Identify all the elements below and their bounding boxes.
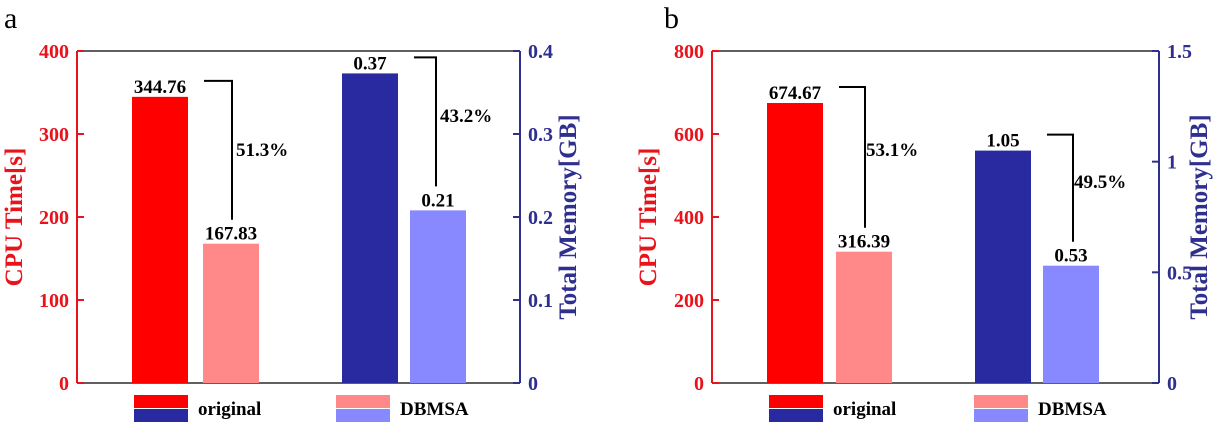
bar bbox=[342, 73, 398, 383]
bar-value-label: 1.05 bbox=[986, 131, 1019, 152]
reduction-percentage: 43.2% bbox=[440, 106, 492, 127]
right-axis-title: Total Memory[GB] bbox=[1186, 114, 1213, 319]
left-axis-tick-label: 600 bbox=[674, 124, 704, 146]
bar bbox=[1043, 265, 1099, 383]
left-axis-tick-label: 800 bbox=[674, 41, 704, 63]
right-axis-tick-label: 0 bbox=[528, 373, 538, 395]
reduction-bracket bbox=[839, 86, 866, 228]
panel-label: a bbox=[4, 2, 17, 35]
bar bbox=[203, 243, 259, 383]
panel-label: b bbox=[664, 2, 679, 35]
legend-swatch-memory-dbmsa bbox=[336, 409, 390, 422]
legend-swatch-cpu-dbmsa bbox=[336, 395, 390, 408]
bar bbox=[836, 251, 892, 383]
right-axis-tick-label: 1.5 bbox=[1167, 41, 1192, 63]
left-axis-tick-label: 100 bbox=[39, 290, 69, 312]
bar-value-label: 316.39 bbox=[838, 232, 890, 253]
legend-swatch-memory-dbmsa bbox=[974, 409, 1028, 422]
right-axis-tick-label: 1 bbox=[1167, 152, 1177, 174]
legend-swatch-memory-original bbox=[134, 409, 188, 422]
right-axis-tick-label: 0.4 bbox=[528, 41, 553, 63]
right-axis-tick-label: 0 bbox=[1167, 373, 1177, 395]
left-axis-tick-label: 400 bbox=[39, 41, 69, 63]
reduction-bracket bbox=[204, 79, 233, 220]
bar-value-label: 674.67 bbox=[769, 83, 822, 104]
bar-value-label: 0.21 bbox=[421, 190, 454, 211]
left-axis-tick-label: 0 bbox=[59, 373, 69, 395]
panel-a: a 0 100 200 300 400 0 0.1 0.2 0.3 0.4 CPU Time[s] To… bbox=[1, 2, 582, 422]
legend-swatch-cpu-dbmsa bbox=[974, 395, 1028, 408]
legend-label-original: original bbox=[833, 399, 896, 420]
right-axis-title: Total Memory[GB] bbox=[555, 114, 582, 319]
bar-value-label: 344.76 bbox=[134, 77, 186, 98]
bar bbox=[767, 103, 823, 383]
reduction-bracket bbox=[414, 56, 437, 187]
left-axis-tick-label: 300 bbox=[39, 124, 69, 146]
legend-swatch-memory-original bbox=[769, 409, 823, 422]
reduction-percentage: 49.5% bbox=[1074, 172, 1126, 193]
bar-value-label: 0.37 bbox=[353, 53, 387, 74]
panel-b: b 0 200 400 600 800 0 0.5 1 1.5 CPU Time[s] Total M… bbox=[635, 2, 1213, 422]
bar-value-label: 0.53 bbox=[1054, 246, 1087, 267]
left-axis-tick-label: 200 bbox=[39, 207, 69, 229]
legend-label-dbmsa: DBMSA bbox=[400, 399, 469, 420]
bar bbox=[410, 210, 466, 383]
bar-value-label: 167.83 bbox=[205, 224, 257, 245]
right-axis-tick-label: 0.5 bbox=[1167, 262, 1192, 284]
left-axis-title: CPU Time[s] bbox=[635, 148, 662, 287]
reduction-bracket bbox=[1047, 133, 1074, 242]
reduction-percentage: 53.1% bbox=[866, 140, 918, 161]
left-axis-tick-label: 400 bbox=[674, 207, 704, 229]
left-axis-title: CPU Time[s] bbox=[1, 148, 28, 287]
left-axis-tick-label: 0 bbox=[694, 373, 704, 395]
right-axis-tick-label: 0.1 bbox=[528, 290, 553, 312]
right-axis-tick-label: 0.2 bbox=[528, 207, 553, 229]
legend-label-dbmsa: DBMSA bbox=[1038, 399, 1107, 420]
right-axis-tick-label: 0.3 bbox=[528, 124, 553, 146]
left-axis-tick-label: 200 bbox=[674, 290, 704, 312]
legend-label-original: original bbox=[198, 399, 261, 420]
reduction-percentage: 51.3% bbox=[236, 140, 288, 161]
legend-swatch-cpu-original bbox=[134, 395, 188, 408]
bar bbox=[975, 150, 1031, 383]
legend-swatch-cpu-original bbox=[769, 395, 823, 408]
bar bbox=[132, 96, 188, 384]
